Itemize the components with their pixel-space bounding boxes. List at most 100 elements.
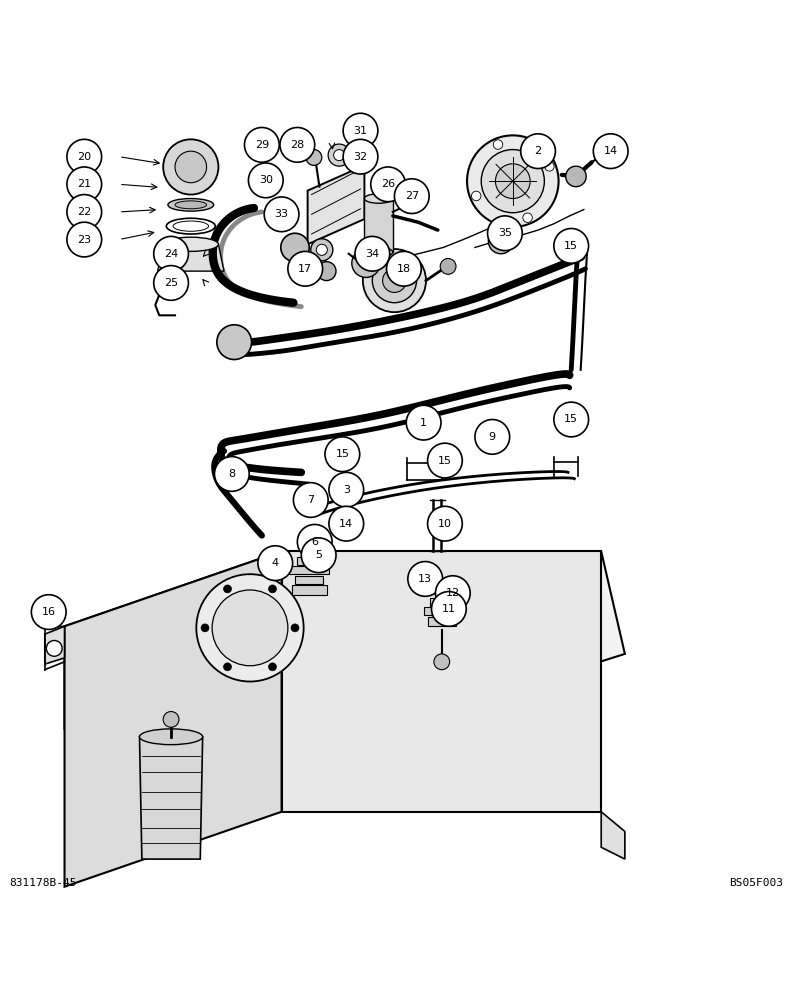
Polygon shape — [295, 576, 323, 584]
Polygon shape — [64, 551, 282, 887]
Circle shape — [383, 269, 406, 292]
Text: 35: 35 — [498, 228, 512, 238]
Ellipse shape — [168, 199, 214, 211]
Circle shape — [175, 151, 207, 183]
Polygon shape — [291, 585, 326, 595]
Circle shape — [554, 229, 588, 263]
Polygon shape — [364, 199, 393, 252]
Text: 21: 21 — [77, 179, 91, 189]
Circle shape — [482, 150, 544, 213]
Circle shape — [428, 506, 463, 541]
Text: 33: 33 — [275, 209, 288, 219]
Circle shape — [201, 624, 209, 632]
Text: 31: 31 — [353, 126, 367, 136]
Circle shape — [496, 164, 530, 199]
Circle shape — [223, 663, 231, 671]
Circle shape — [32, 595, 66, 629]
Polygon shape — [601, 812, 625, 859]
Polygon shape — [64, 551, 625, 729]
Circle shape — [223, 585, 231, 593]
Circle shape — [545, 162, 554, 171]
Text: 20: 20 — [77, 152, 91, 162]
Circle shape — [268, 663, 276, 671]
Text: 25: 25 — [164, 278, 178, 288]
Circle shape — [287, 251, 322, 286]
Circle shape — [293, 483, 328, 517]
Circle shape — [371, 167, 406, 202]
Circle shape — [600, 142, 619, 161]
Circle shape — [352, 249, 380, 277]
Circle shape — [520, 134, 555, 169]
Circle shape — [265, 197, 299, 232]
Circle shape — [317, 262, 336, 281]
Text: 29: 29 — [255, 140, 269, 150]
Circle shape — [212, 590, 287, 666]
Polygon shape — [282, 551, 601, 812]
Circle shape — [249, 163, 284, 198]
Text: 13: 13 — [418, 574, 432, 584]
Circle shape — [245, 127, 280, 162]
Text: 8: 8 — [228, 469, 235, 479]
Circle shape — [316, 244, 327, 255]
Circle shape — [258, 546, 292, 581]
Ellipse shape — [163, 237, 219, 251]
Polygon shape — [428, 617, 456, 626]
Circle shape — [440, 258, 456, 274]
Circle shape — [67, 167, 101, 202]
Text: 7: 7 — [307, 495, 314, 505]
Circle shape — [434, 654, 450, 670]
Text: 5: 5 — [315, 550, 322, 560]
Circle shape — [333, 150, 345, 161]
Text: 1: 1 — [420, 418, 427, 428]
Text: 14: 14 — [604, 146, 618, 156]
Circle shape — [408, 562, 443, 596]
Circle shape — [215, 457, 249, 491]
Polygon shape — [430, 598, 454, 606]
Circle shape — [343, 139, 378, 174]
Text: 12: 12 — [446, 588, 460, 598]
Circle shape — [363, 249, 426, 312]
Circle shape — [268, 585, 276, 593]
Polygon shape — [45, 626, 64, 664]
Text: 23: 23 — [77, 235, 91, 245]
Ellipse shape — [364, 247, 393, 257]
Circle shape — [154, 266, 188, 300]
Polygon shape — [289, 566, 329, 574]
Circle shape — [475, 419, 509, 454]
Circle shape — [565, 166, 586, 187]
Circle shape — [67, 139, 101, 174]
Circle shape — [386, 251, 421, 286]
Circle shape — [154, 236, 188, 271]
Circle shape — [280, 127, 314, 162]
Text: 16: 16 — [42, 607, 55, 617]
Ellipse shape — [175, 201, 207, 209]
Circle shape — [328, 144, 350, 166]
Circle shape — [436, 576, 470, 610]
Circle shape — [351, 124, 367, 140]
Text: 4: 4 — [272, 558, 279, 568]
Circle shape — [329, 506, 364, 541]
Circle shape — [355, 236, 390, 271]
Circle shape — [196, 574, 303, 682]
Circle shape — [281, 233, 309, 262]
Circle shape — [471, 191, 481, 201]
Circle shape — [301, 538, 336, 573]
Text: 18: 18 — [397, 264, 411, 274]
Text: BS05F003: BS05F003 — [729, 878, 782, 888]
Polygon shape — [139, 737, 203, 859]
Circle shape — [523, 213, 532, 222]
Polygon shape — [158, 244, 224, 271]
Circle shape — [488, 216, 522, 251]
Text: 15: 15 — [564, 414, 578, 424]
Text: 24: 24 — [164, 249, 178, 259]
Circle shape — [163, 712, 179, 727]
Ellipse shape — [364, 194, 393, 203]
Text: 831178B-45: 831178B-45 — [10, 878, 77, 888]
Polygon shape — [307, 165, 364, 244]
Circle shape — [554, 402, 588, 437]
Circle shape — [167, 268, 186, 287]
Circle shape — [329, 472, 364, 507]
Circle shape — [432, 592, 466, 626]
Text: 11: 11 — [442, 604, 456, 614]
Circle shape — [493, 140, 503, 149]
